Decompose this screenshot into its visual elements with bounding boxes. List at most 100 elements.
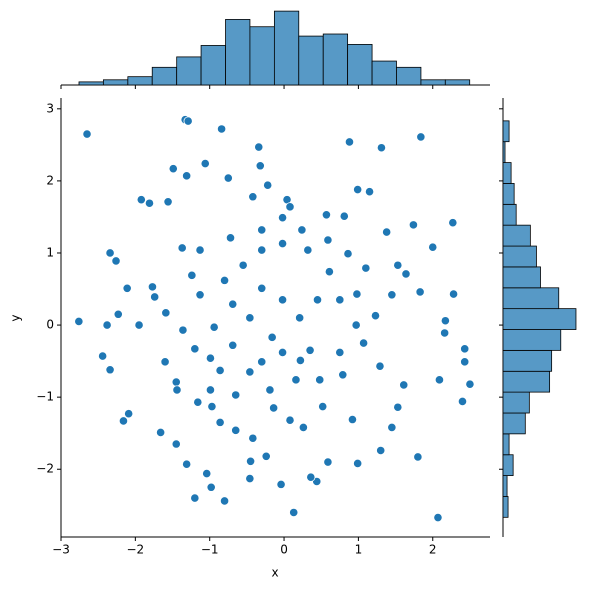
point — [209, 322, 219, 332]
hist-bar — [502, 287, 560, 310]
point — [219, 496, 230, 506]
x-tick-label: 0 — [280, 543, 288, 557]
x-tick-label: 1 — [355, 543, 363, 557]
point — [387, 290, 397, 300]
point — [105, 248, 115, 258]
point — [305, 345, 315, 355]
point — [182, 171, 192, 181]
point — [147, 282, 158, 292]
hist-bar — [151, 66, 178, 86]
hist-bar — [502, 162, 512, 184]
point — [347, 414, 358, 425]
point — [254, 142, 264, 152]
point — [231, 390, 241, 400]
point — [202, 468, 212, 479]
point — [245, 474, 255, 484]
point — [245, 367, 255, 377]
point — [387, 422, 397, 433]
point — [205, 385, 216, 395]
point — [134, 320, 144, 330]
point — [228, 299, 238, 309]
point — [382, 227, 392, 237]
point — [315, 375, 325, 385]
hist-bar — [502, 496, 509, 518]
point — [312, 295, 323, 305]
hist-bar — [502, 224, 531, 247]
hist-bar — [78, 81, 104, 86]
point — [321, 210, 332, 220]
point — [265, 385, 275, 395]
point — [298, 422, 308, 433]
hist-bar — [502, 245, 537, 268]
point — [448, 218, 458, 228]
point — [200, 158, 210, 169]
point — [168, 164, 178, 174]
point — [122, 283, 132, 293]
point — [156, 427, 166, 438]
hist-bar — [322, 33, 349, 86]
point — [399, 380, 409, 390]
point — [306, 472, 316, 482]
point — [415, 287, 425, 297]
point — [245, 313, 255, 323]
point — [216, 124, 227, 134]
point — [161, 308, 171, 318]
hist-bar — [502, 349, 553, 372]
hist-bar — [127, 76, 153, 86]
hist-bar — [200, 45, 226, 86]
point — [323, 457, 333, 467]
point — [172, 385, 182, 395]
point — [343, 249, 353, 259]
point — [193, 397, 203, 407]
point — [205, 353, 216, 363]
point — [182, 459, 192, 469]
point — [440, 328, 450, 338]
point — [285, 202, 295, 212]
point — [98, 351, 108, 361]
point — [276, 479, 286, 489]
point — [255, 161, 265, 171]
point — [215, 417, 225, 427]
point — [207, 401, 217, 412]
point — [105, 365, 115, 375]
point — [102, 320, 112, 330]
point — [136, 195, 146, 205]
x-tick-label: −3 — [52, 543, 70, 557]
point — [187, 270, 197, 280]
hist-bar — [502, 329, 562, 351]
point — [338, 370, 348, 380]
point — [303, 245, 313, 255]
point — [352, 289, 362, 299]
hist-bar — [396, 66, 422, 86]
point — [111, 256, 121, 266]
y-tick-label: 0 — [46, 318, 54, 332]
x-tick-label: −1 — [201, 543, 219, 557]
point — [150, 292, 160, 302]
hist-bar — [502, 454, 514, 476]
point — [195, 245, 205, 255]
point — [295, 355, 306, 365]
point — [257, 225, 267, 235]
point — [257, 245, 267, 255]
x-tick-label: 2 — [429, 543, 437, 557]
hist-bar — [371, 60, 397, 86]
hist-bar — [502, 433, 510, 456]
y-axis-label: y — [9, 314, 23, 321]
point — [124, 409, 134, 419]
point — [361, 263, 371, 273]
point — [277, 213, 288, 223]
point — [289, 507, 299, 518]
point — [353, 184, 363, 195]
point — [177, 243, 187, 253]
point — [277, 295, 288, 305]
point — [335, 295, 345, 305]
point — [353, 458, 363, 469]
point — [370, 311, 381, 321]
hist-bar — [347, 44, 373, 86]
y-tick-label: −2 — [36, 462, 54, 476]
y-tick-label: 3 — [46, 101, 54, 115]
point — [339, 211, 349, 221]
point — [171, 377, 181, 387]
point — [457, 396, 468, 407]
hist-bar — [502, 391, 530, 414]
